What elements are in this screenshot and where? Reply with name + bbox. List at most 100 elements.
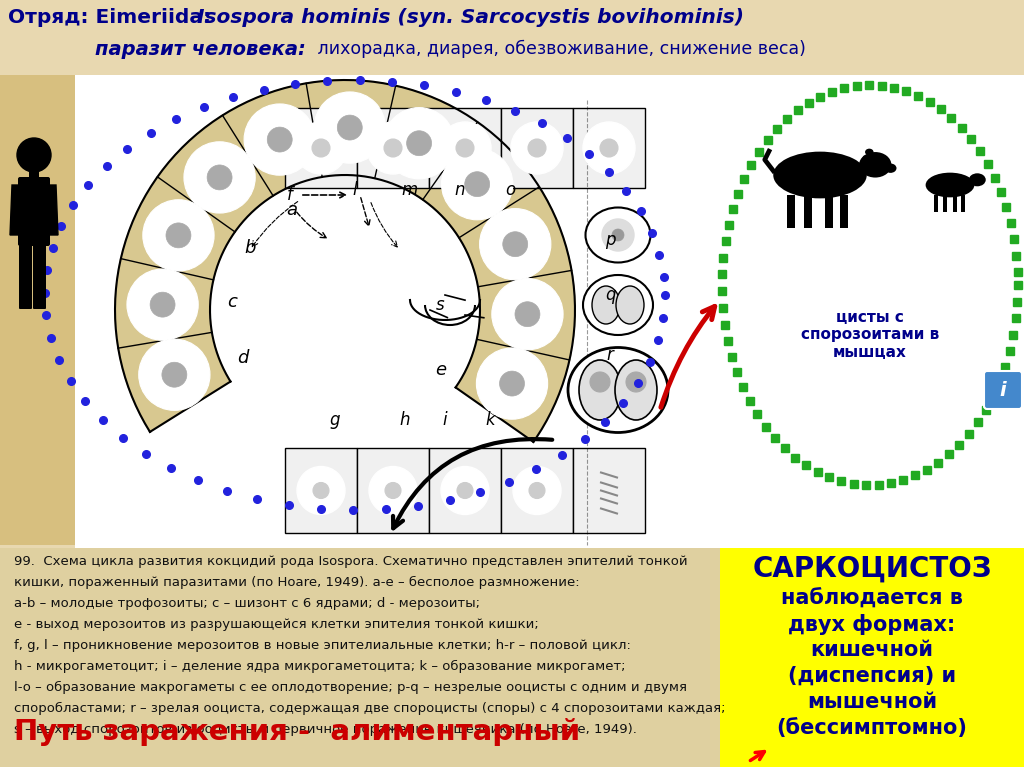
Bar [573, 108, 645, 188]
Text: i: i [442, 411, 447, 429]
Bar [357, 108, 429, 188]
Circle shape [457, 482, 473, 499]
Bar [825, 196, 833, 228]
Text: лихорадка, диарея, обезвоживание, снижение веса): лихорадка, диарея, обезвоживание, снижен… [312, 40, 806, 58]
Text: кишки, пораженный паразитами (по Hoare, 1949). a-e – бесполое размножение:: кишки, пораженный паразитами (по Hoare, … [14, 576, 580, 589]
Text: Путь заражения -  алиментарный: Путь заражения - алиментарный [14, 718, 581, 746]
Circle shape [529, 482, 545, 499]
Text: наблюдается в: наблюдается в [781, 588, 963, 608]
Text: s: s [435, 296, 444, 314]
Circle shape [312, 139, 330, 157]
Text: (бессимптомно): (бессимптомно) [776, 718, 968, 738]
Circle shape [407, 130, 431, 156]
Circle shape [166, 223, 190, 248]
Circle shape [207, 165, 232, 190]
Circle shape [465, 172, 489, 196]
Circle shape [612, 229, 624, 241]
Bar [0, 0, 1024, 75]
Ellipse shape [885, 163, 896, 173]
Ellipse shape [583, 275, 653, 335]
Bar [285, 448, 357, 533]
Text: n: n [455, 181, 465, 199]
Text: f: f [287, 186, 293, 204]
Ellipse shape [592, 286, 620, 324]
Circle shape [369, 466, 417, 515]
Text: h - микрогаметоцит; i – деление ядра микрогаметоцита; k – образование микрогамет: h - микрогаметоцит; i – деление ядра мик… [14, 660, 626, 673]
Bar [841, 196, 848, 228]
FancyBboxPatch shape [33, 242, 46, 309]
Text: h: h [399, 411, 411, 429]
Circle shape [184, 142, 255, 213]
Circle shape [441, 466, 489, 515]
Circle shape [162, 362, 186, 387]
Text: p: p [605, 231, 615, 249]
Circle shape [383, 107, 455, 179]
Text: d: d [237, 349, 248, 367]
Text: Отряд: Eimeriida:: Отряд: Eimeriida: [8, 8, 211, 27]
Text: o: o [505, 181, 515, 199]
Ellipse shape [926, 173, 975, 197]
Text: a-b – молодые трофозоиты; c – шизонт с 6 ядрами; d - мерозоиты;: a-b – молодые трофозоиты; c – шизонт с 6… [14, 597, 480, 610]
Circle shape [515, 301, 540, 327]
Ellipse shape [579, 360, 621, 420]
Circle shape [590, 372, 610, 392]
Text: m: m [401, 181, 418, 199]
Polygon shape [48, 185, 58, 235]
Circle shape [127, 269, 199, 341]
Bar [962, 196, 965, 212]
Text: b: b [245, 239, 256, 258]
Circle shape [626, 372, 646, 392]
Circle shape [151, 292, 175, 317]
Bar [29, 170, 39, 180]
Bar [501, 108, 573, 188]
Text: s – выход спорозоитов из ооцисты и первичное поражение кишечника (по Hoare, 1949: s – выход спорозоитов из ооцисты и перви… [14, 723, 637, 736]
Circle shape [503, 232, 527, 257]
Bar [429, 108, 501, 188]
Text: a: a [287, 201, 297, 219]
Circle shape [476, 348, 548, 420]
Polygon shape [10, 185, 20, 235]
Bar [953, 196, 957, 212]
FancyBboxPatch shape [19, 242, 32, 309]
Circle shape [600, 139, 618, 157]
Circle shape [528, 139, 546, 157]
Circle shape [602, 219, 634, 251]
Bar [429, 448, 501, 533]
Ellipse shape [969, 173, 986, 186]
Circle shape [138, 339, 210, 410]
Text: c: c [227, 293, 238, 311]
Circle shape [384, 139, 402, 157]
Text: кишечной: кишечной [811, 640, 934, 660]
Text: САРКОЦИСТОЗ: САРКОЦИСТОЗ [753, 555, 992, 583]
Polygon shape [115, 80, 575, 442]
Text: i: i [999, 380, 1007, 400]
Ellipse shape [773, 152, 866, 199]
Circle shape [513, 466, 561, 515]
Text: 99.  Схема цикла развития кокцидий рода Isospora. Схематично представлен эпители: 99. Схема цикла развития кокцидий рода I… [14, 555, 688, 568]
Bar [720, 548, 1024, 767]
Circle shape [267, 127, 292, 152]
Bar [501, 448, 573, 533]
Text: g: g [330, 411, 340, 429]
Text: e: e [435, 361, 446, 379]
Circle shape [511, 122, 563, 174]
Circle shape [500, 371, 524, 396]
FancyBboxPatch shape [18, 177, 50, 246]
Circle shape [244, 104, 315, 175]
Bar [285, 108, 357, 188]
Bar [700, 75, 1024, 550]
Polygon shape [856, 156, 872, 173]
Circle shape [479, 209, 551, 280]
Circle shape [456, 139, 474, 157]
Circle shape [297, 466, 345, 515]
Text: Isospora hominis (syn. Sarcocystis bovihominis): Isospora hominis (syn. Sarcocystis bovih… [190, 8, 744, 27]
Ellipse shape [615, 360, 657, 420]
Circle shape [583, 122, 635, 174]
Bar [573, 448, 645, 533]
Circle shape [17, 138, 51, 172]
FancyBboxPatch shape [984, 371, 1022, 409]
Ellipse shape [859, 152, 892, 177]
Text: (диспепсия) и: (диспепсия) и [787, 666, 956, 686]
Bar [786, 196, 795, 228]
Circle shape [314, 92, 385, 163]
